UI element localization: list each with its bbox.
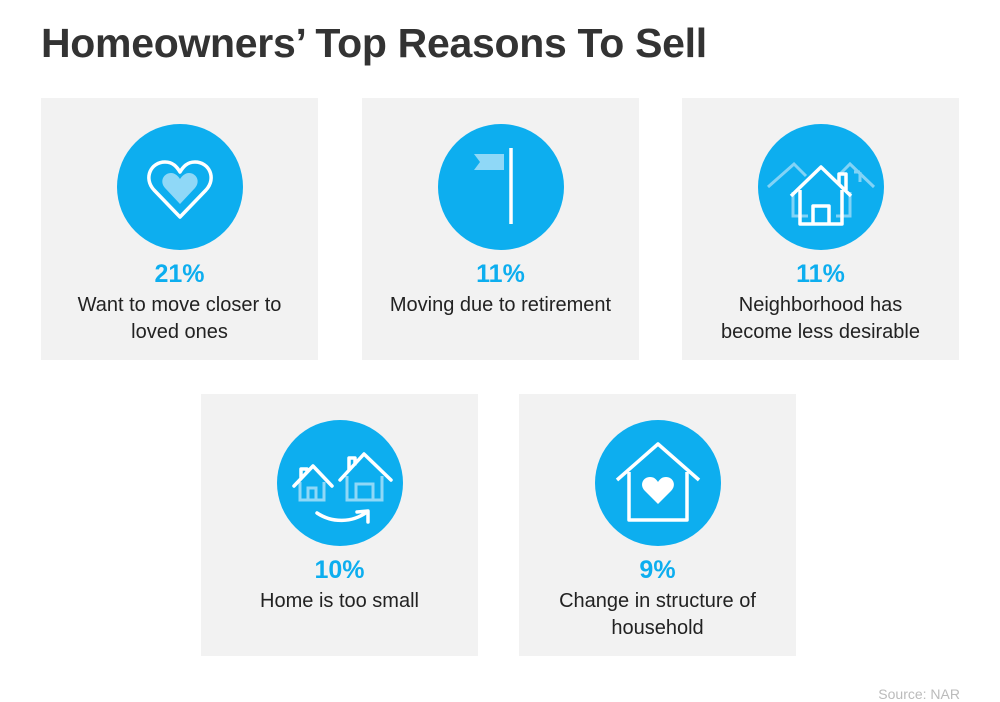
- reason-percent: 9%: [639, 556, 676, 584]
- reason-percent: 11%: [796, 260, 845, 288]
- reason-label: Neighborhood has become less desirable: [721, 294, 920, 343]
- reason-label: Change in structure of household: [559, 590, 756, 639]
- reason-card: 11% Moving due to retirement: [362, 98, 639, 360]
- reason-card: 21% Want to move closer to loved ones: [41, 98, 318, 360]
- reason-percent: 10%: [314, 556, 365, 584]
- reason-label: Want to move closer to loved ones: [77, 294, 282, 343]
- move-to-bigger-house-icon: [276, 420, 403, 546]
- reason-card: 9% Change in structure of household: [519, 394, 796, 656]
- page-title: Homeowners’ Top Reasons To Sell: [41, 20, 707, 66]
- reason-percent: 11%: [476, 260, 525, 288]
- reason-card: 10% Home is too small: [201, 394, 478, 656]
- reason-label: Home is too small: [260, 590, 419, 612]
- reason-label: Moving due to retirement: [389, 294, 612, 316]
- reason-percent: 21%: [154, 260, 205, 288]
- flag-icon: [437, 124, 564, 250]
- house-heart-icon: [594, 420, 721, 546]
- neighborhood-houses-icon: [757, 124, 884, 250]
- reason-card: 11% Neighborhood has become less desirab…: [682, 98, 959, 360]
- source-note: Source: NAR: [878, 686, 960, 702]
- heart-icon: [116, 124, 243, 250]
